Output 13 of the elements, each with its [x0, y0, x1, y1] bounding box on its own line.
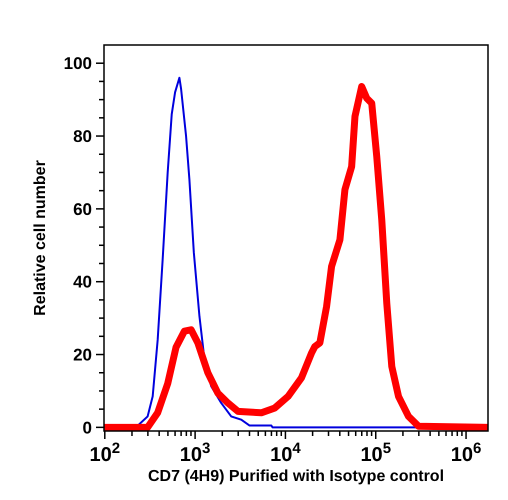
y-tick-label: 60 — [73, 200, 92, 219]
y-tick-label: 20 — [73, 346, 92, 365]
x-tick-label: 10$^{3}$ — [180, 440, 210, 466]
x-tick-label: 10$^{6}$ — [450, 440, 482, 466]
x-axis-title: CD7 (4H9) Purified with Isotype control — [148, 468, 444, 485]
x-tick-label: 10$^{4}$ — [270, 440, 302, 466]
y-tick-label: 80 — [73, 127, 92, 146]
y-axis-title: Relative cell number — [32, 160, 49, 316]
y-tick-label: 100 — [64, 54, 92, 74]
x-tick-label: 10$^{5}$ — [360, 440, 392, 466]
x-tick-label: 10$^{2}$ — [89, 440, 120, 466]
y-tick-label: 0 — [82, 418, 92, 438]
y-tick-label: 40 — [73, 272, 92, 292]
